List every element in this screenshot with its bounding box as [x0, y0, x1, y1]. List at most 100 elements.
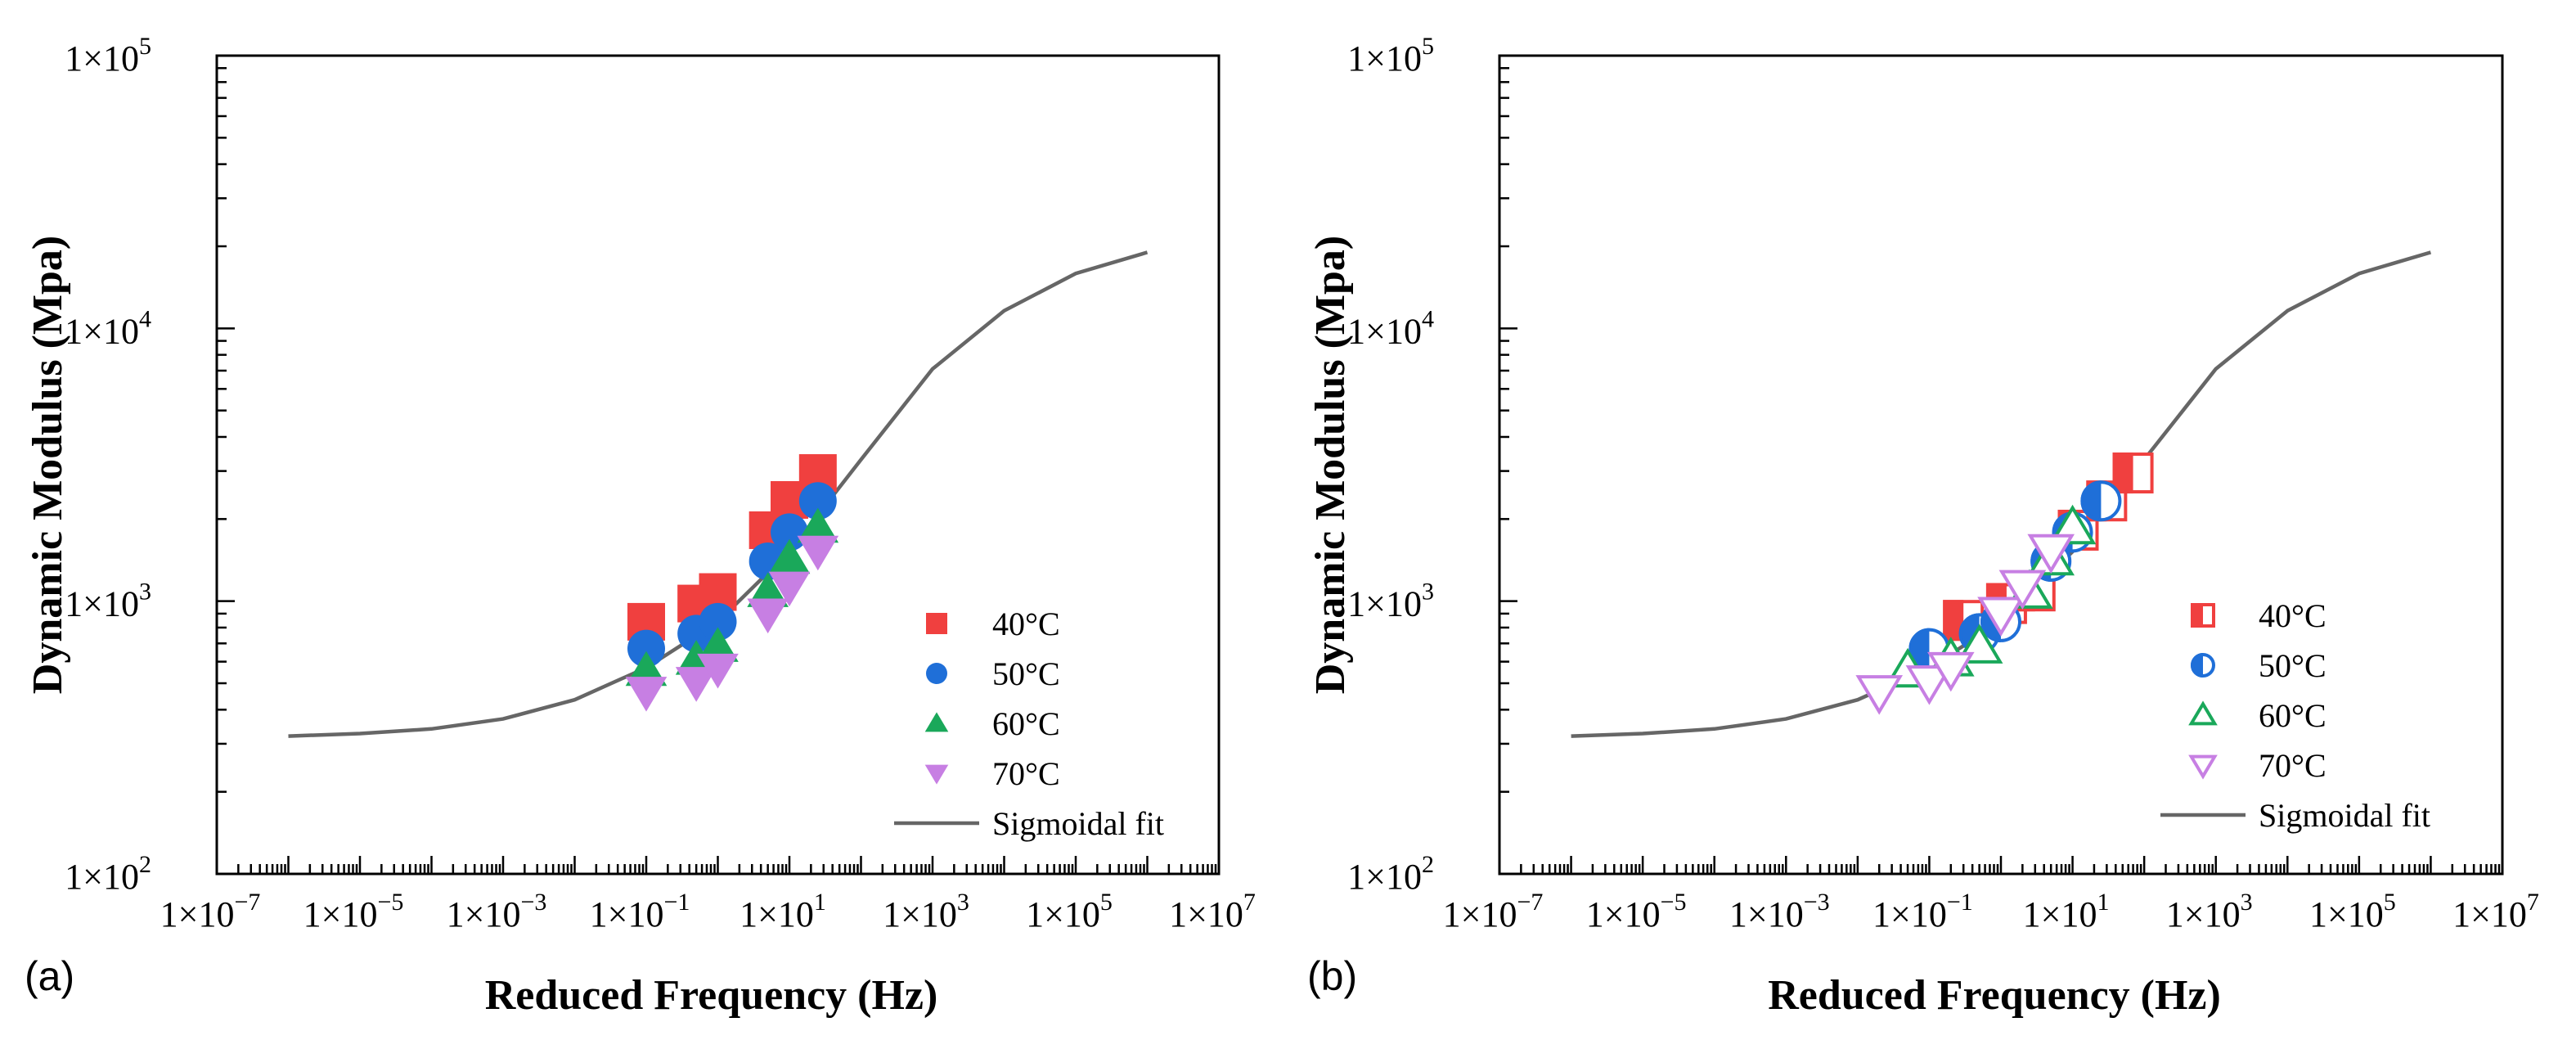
x-tick-exponent: 5 [2384, 889, 2396, 916]
series-70C [1855, 534, 2075, 715]
x-tick-label: 1×10−1 [590, 889, 690, 934]
y-tick-exponent: 5 [139, 33, 151, 60]
y-tick-label: 1×102 [1347, 851, 1434, 897]
plot-frame [215, 54, 1221, 876]
x-axis-title: Reduced Frequency (Hz) [485, 972, 938, 1019]
data-point [1905, 665, 1953, 705]
x-tick-exponent: 1 [814, 889, 826, 916]
legend-label: 60°C [992, 705, 1060, 742]
x-tick-exponent: −7 [234, 889, 260, 916]
y-tick-label: 1×105 [65, 33, 151, 79]
y-tick-label: 1×104 [65, 305, 151, 351]
data-point [747, 572, 789, 607]
legend-label: 40°C [992, 606, 1060, 642]
data-point-half-fill [1908, 628, 1930, 669]
y-axis-title: Dynamic Modulus (Mpa) [25, 236, 71, 694]
y-tick-label: 1×104 [1347, 305, 1434, 351]
x-tick-exponent: −7 [1517, 889, 1543, 916]
data-point [797, 507, 839, 543]
legend-swatch [2188, 700, 2218, 726]
data-point [697, 627, 739, 662]
y-tick-exponent: 2 [139, 851, 151, 878]
x-tick-label: 1×103 [883, 889, 969, 934]
legend-label: 50°C [2259, 647, 2326, 684]
data-point [627, 629, 665, 668]
data-point [699, 602, 737, 641]
data-point [1855, 675, 1904, 715]
x-tick-exponent: 1 [2097, 889, 2109, 916]
y-tick-label: 1×102 [65, 851, 151, 897]
legend-swatch [2188, 754, 2218, 780]
y-tick-exponent: 4 [139, 305, 151, 332]
data-point [768, 571, 811, 607]
y-tick-exponent: 5 [1422, 33, 1434, 60]
y-axis-title: Dynamic Modulus (Mpa) [1307, 236, 1354, 694]
x-tick-exponent: −5 [377, 889, 403, 916]
data-point [1998, 570, 2047, 610]
data-point [2048, 504, 2097, 545]
legend-swatch-half-fill [2191, 653, 2203, 678]
x-tick-exponent: 5 [1100, 889, 1113, 916]
x-tick-label: 1×105 [1026, 889, 1113, 934]
data-point [697, 653, 739, 689]
x-tick-label: 1×10−5 [303, 889, 404, 934]
legend-label: 70°C [2259, 747, 2326, 784]
x-tick-label: 1×105 [2309, 889, 2396, 934]
legend-label: 60°C [2259, 697, 2326, 734]
y-tick-exponent: 4 [1422, 305, 1434, 332]
data-point [675, 667, 717, 702]
legend-label: 40°C [2259, 597, 2326, 634]
x-tick-exponent: 3 [957, 889, 969, 916]
data-point-half-fill [1943, 600, 1964, 642]
y-tick-exponent: 3 [1422, 579, 1434, 606]
chart-panel-b: 1×10−7 1×10−5 1×10−3 1×10−1 1×101 1×103 1×105 1… [1307, 33, 2539, 1019]
legend-swatch [924, 764, 949, 785]
x-tick-label: 1×103 [2166, 889, 2253, 934]
data-point [798, 482, 837, 520]
panel-label: (b) [1307, 953, 1357, 999]
x-tick-exponent: 7 [2527, 889, 2539, 916]
x-tick-label: 1×10−5 [1586, 889, 1687, 934]
legend-label: Sigmoidal fit [2259, 797, 2430, 834]
plot-frame [1498, 54, 2504, 876]
x-tick-label: 1×10−7 [160, 889, 261, 934]
data-point [768, 538, 811, 574]
series-50C [627, 482, 837, 668]
data-point-half-fill [2112, 452, 2133, 494]
y-tick-exponent: 2 [1422, 851, 1434, 878]
legend-label: Sigmoidal fit [992, 805, 1164, 842]
series-70C [625, 535, 839, 712]
y-tick-label: 1×105 [1347, 33, 1434, 79]
legend-swatch [926, 613, 947, 634]
x-tick-exponent: −5 [1661, 889, 1687, 916]
x-tick-label: 1×101 [740, 889, 826, 934]
y-tick-label: 1×103 [1347, 579, 1434, 624]
data-point [1977, 597, 2025, 637]
x-tick-label: 1×10−3 [447, 889, 547, 934]
x-tick-exponent: −3 [520, 889, 546, 916]
x-tick-label: 1×107 [2452, 889, 2539, 934]
y-tick-exponent: 3 [139, 579, 151, 606]
panel-label: (a) [25, 953, 74, 999]
x-tick-exponent: −1 [1947, 889, 1973, 916]
legend-label: 70°C [992, 755, 1060, 792]
legend: 40°C 50°C 60°C 70°C Sigmoidal fit [894, 606, 1164, 842]
x-tick-label: 1×107 [1169, 889, 1256, 934]
y-tick-label: 1×103 [65, 579, 151, 624]
x-tick-label: 1×10−7 [1443, 889, 1544, 934]
data-point [797, 535, 839, 571]
data-point [1926, 651, 1975, 692]
legend-swatch-half-fill [2191, 603, 2203, 628]
x-axis-title: Reduced Frequency (Hz) [1768, 972, 2221, 1019]
legend-swatch [924, 712, 949, 732]
legend: 40°C 50°C 60°C 70°C Sigmoidal fit [2160, 597, 2430, 834]
x-tick-label: 1×10−1 [1872, 889, 1973, 934]
x-tick-label: 1×10−3 [1729, 889, 1830, 934]
data-point [2027, 534, 2075, 574]
x-tick-exponent: −1 [663, 889, 690, 916]
x-tick-exponent: −3 [1804, 889, 1830, 916]
x-tick-label: 1×101 [2023, 889, 2110, 934]
x-tick-exponent: 7 [1243, 889, 1256, 916]
legend-swatch [926, 663, 947, 684]
